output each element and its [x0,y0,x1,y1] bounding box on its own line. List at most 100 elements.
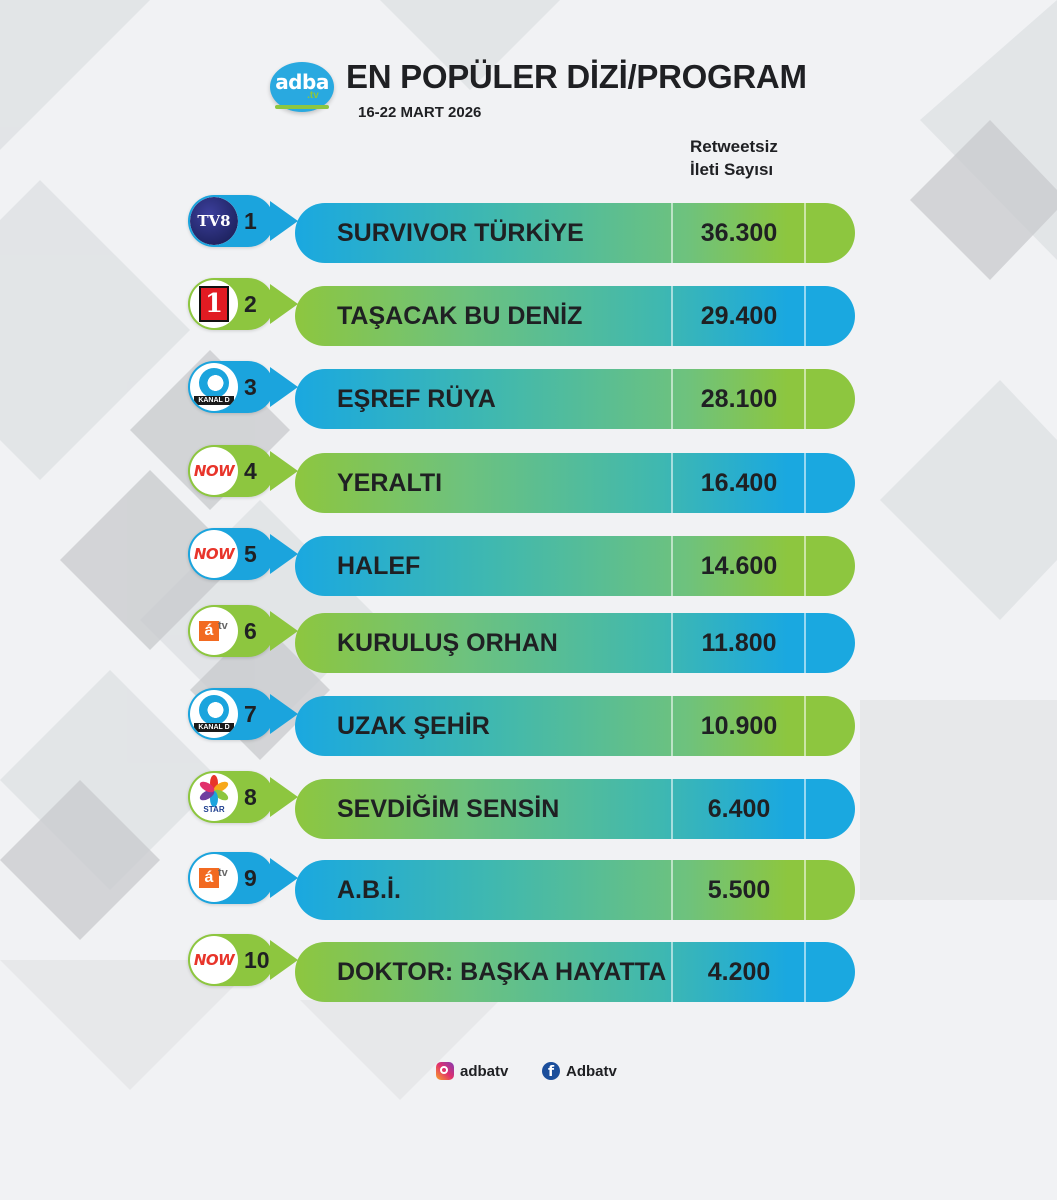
star-label: STAR [203,805,225,814]
instagram-icon [436,1062,454,1080]
divider [804,453,806,513]
logo-text: adba [275,70,329,94]
rank-badge: KANAL D 7 [188,688,298,740]
star-icon [199,775,229,807]
kanal-d-logo: KANAL D [190,363,238,411]
post-count: 4.200 [707,958,771,986]
post-count: 5.500 [707,876,771,904]
program-name: HALEF [337,552,421,580]
now-logo: NOW [193,545,235,563]
divider [671,203,673,263]
atv-a-mark: á [199,868,219,888]
instagram-handle[interactable]: adbatv [436,1062,508,1080]
program-name: UZAK ŞEHİR [337,712,490,740]
rank-badge: NOW 4 [188,445,298,497]
program-ribbon: SURVIVOR TÜRKİYE 36.300 [295,203,855,263]
program-ribbon: UZAK ŞEHİR 10.900 [295,696,855,756]
divider [804,696,806,756]
channel-circle: 1 [190,280,238,328]
post-count: 14.600 [700,552,778,580]
column-header: Retweetsiz İleti Sayısı [690,135,778,181]
kanal-d-label: KANAL D [194,723,234,732]
program-ribbon: TAŞACAK BU DENİZ 29.400 [295,286,855,346]
rank-badge: NOW 5 [188,528,298,580]
rank-number: 5 [244,541,257,567]
adba-logo: adba .tv [270,62,334,112]
column-header-line1: Retweetsiz [690,137,778,156]
post-count: 28.100 [700,385,778,413]
logo-sub: .tv [307,90,319,101]
logo-accent [275,105,329,109]
ranking-row: YERALTI 16.400 NOW 4 [0,445,1057,513]
page-title: EN POPÜLER DİZİ/PROGRAM [346,58,807,95]
channel-circle: STAR [190,773,238,821]
star-logo: STAR [190,773,238,821]
program-name: SURVIVOR TÜRKİYE [337,219,584,247]
divider [671,369,673,429]
divider [804,860,806,920]
program-name: DOKTOR: BAŞKA HAYATTA [337,958,667,986]
rank-number: 9 [244,865,257,891]
kanal-d-disc-icon [199,695,229,725]
rank-number: 8 [244,784,257,810]
tv8-logo: TV8 [190,197,238,245]
kanal-d-label: KANAL D [194,396,234,405]
ranking-row: A.B.İ. 5.500 á tv 9 [0,852,1057,920]
program-name: KURULUŞ ORHAN [337,629,558,657]
ranking-row: KURULUŞ ORHAN 11.800 á tv 6 [0,605,1057,673]
post-count: 29.400 [700,302,778,330]
instagram-label: adbatv [460,1062,509,1080]
ranking-row: DOKTOR: BAŞKA HAYATTA 4.200 NOW 10 [0,934,1057,1002]
kanal-d-disc-icon [199,368,229,398]
program-name: EŞREF RÜYA [337,385,496,413]
now-logo: NOW [193,462,235,480]
program-ribbon: YERALTI 16.400 [295,453,855,513]
post-count: 36.300 [700,219,778,247]
divider [804,613,806,673]
channel-circle: NOW [190,447,238,495]
program-name: A.B.İ. [337,876,401,904]
divider [671,696,673,756]
facebook-label: Adbatv [566,1062,617,1080]
divider [804,203,806,263]
divider [804,369,806,429]
divider [804,536,806,596]
rank-number: 3 [244,374,257,400]
rank-number: 6 [244,618,257,644]
atv-logo: á tv [199,619,229,643]
divider [671,860,673,920]
rank-badge: KANAL D 3 [188,361,298,413]
rank-badge: TV8 1 [188,195,298,247]
program-ribbon: HALEF 14.600 [295,536,855,596]
program-name: YERALTI [337,469,443,497]
program-ribbon: SEVDİĞİM SENSİN 6.400 [295,779,855,839]
divider [804,286,806,346]
post-count: 11.800 [701,629,777,657]
channel-circle: á tv [190,854,238,902]
kanal-d-logo: KANAL D [190,690,238,738]
atv-tv-mark: tv [218,620,228,632]
now-logo: NOW [193,951,235,969]
divider [671,286,673,346]
divider [804,942,806,1002]
ranking-row: UZAK ŞEHİR 10.900 KANAL D 7 [0,688,1057,756]
divider [671,536,673,596]
divider [804,779,806,839]
show-tv-logo: 1 [199,286,229,322]
atv-a-mark: á [199,621,219,641]
channel-circle: á tv [190,607,238,655]
ranking-row: SEVDİĞİM SENSİN 6.400 STAR 8 [0,771,1057,839]
facebook-handle[interactable]: f Adbatv [542,1062,617,1080]
facebook-icon: f [542,1062,560,1080]
channel-circle: NOW [190,936,238,984]
divider [671,453,673,513]
post-count: 16.400 [700,469,778,497]
rank-badge: á tv 6 [188,605,298,657]
channel-circle: KANAL D [190,363,238,411]
column-header-line2: İleti Sayısı [690,160,774,179]
divider [671,942,673,1002]
atv-tv-mark: tv [218,867,228,879]
channel-circle: TV8 [190,197,238,245]
